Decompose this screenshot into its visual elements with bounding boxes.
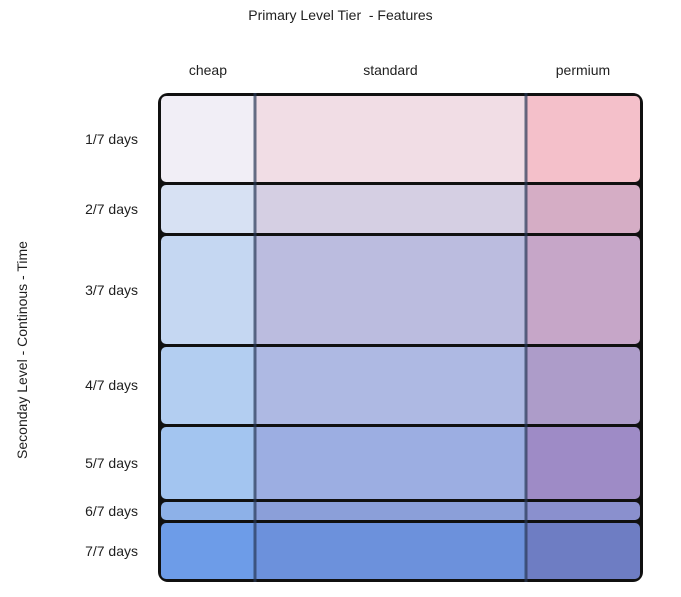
mosaic-cell [525,235,640,345]
mosaic-cell [525,502,640,521]
mosaic-cell [161,235,255,345]
mosaic-cell [254,235,526,345]
mosaic-row [161,185,640,233]
mosaic-cell [254,502,526,521]
mosaic-cell [161,523,255,580]
column-header-permium: permium [555,62,611,78]
row-labels: 1/7 days 2/7 days 3/7 days 4/7 days 5/7 days… [14,93,144,582]
mosaic-cell [254,426,526,500]
mosaic-row [161,347,640,424]
row-label: 2/7 days [85,201,138,218]
row-label: 7/7 days [85,543,138,560]
grid-inner [161,93,640,582]
mosaic-grid [158,93,643,582]
mosaic-cell [161,426,255,500]
column-header-cheap: cheap [188,62,228,78]
mosaic-row [161,502,640,521]
mosaic-cell [525,347,640,424]
column-header-standard: standard [363,62,418,78]
mosaic-row [161,523,640,580]
mosaic-cell [525,96,640,183]
mosaic-cell [161,185,255,233]
mosaic-cell [525,185,640,233]
mosaic-row [161,426,640,500]
row-label: 3/7 days [85,282,138,299]
mosaic-cell [525,523,640,580]
column-divider [524,93,528,582]
mosaic-cell [254,185,526,233]
row-label: 5/7 days [85,454,138,471]
mosaic-row [161,96,640,183]
mosaic-cell [161,347,255,424]
column-divider [253,93,257,582]
mosaic-cell [254,347,526,424]
row-label: 1/7 days [85,131,138,148]
chart-title: Primary Level Tier - Features [248,7,433,23]
column-headers: cheap standard permium [161,62,640,82]
mosaic-row [161,235,640,345]
mosaic-cell [161,502,255,521]
row-label: 4/7 days [85,377,138,394]
mosaic-cell [161,96,255,183]
row-label: 6/7 days [85,503,138,520]
mosaic-cell [525,426,640,500]
mosaic-cell [254,96,526,183]
mosaic-cell [254,523,526,580]
